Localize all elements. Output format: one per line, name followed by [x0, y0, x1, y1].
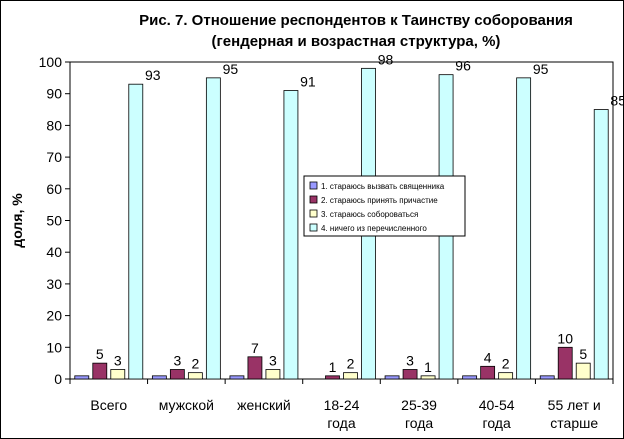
bar-series-1: [384, 375, 400, 380]
bar-series-1: [539, 375, 555, 380]
bar-series-3: [265, 369, 281, 380]
data-label: 10: [557, 330, 573, 346]
x-tick-label: женский: [237, 397, 291, 413]
y-tick-label: 80: [46, 117, 62, 133]
chart-title-line-1: Рис. 7. Отношение респондентов к Таинств…: [139, 12, 573, 29]
chart-title: Рис. 7. Отношение респондентов к Таинств…: [96, 10, 616, 52]
legend-label-1: 1. стараюсь вызвать священника: [321, 182, 445, 191]
y-tick-label: 50: [46, 213, 62, 229]
x-tick-label: 55 лет и: [548, 397, 601, 413]
data-label: 3: [406, 352, 414, 368]
y-tick-label: 0: [54, 371, 62, 387]
legend-swatch-3: [309, 209, 318, 218]
data-label: 2: [502, 356, 510, 372]
bar-series-2: [169, 369, 185, 380]
bar-series-3: [110, 369, 126, 380]
x-tick-label: года: [405, 415, 433, 431]
data-label: 2: [191, 356, 199, 372]
data-label: 93: [145, 67, 161, 83]
data-label: 2: [347, 356, 355, 372]
chart-title-line-2: (гендерная и возрастная структура, %): [211, 33, 501, 50]
data-label: 96: [455, 58, 471, 74]
bar-series-3: [420, 375, 436, 380]
bar-series-2: [480, 365, 496, 380]
data-label: 3: [173, 352, 181, 368]
bar-series-2: [402, 369, 418, 380]
data-label: 7: [251, 340, 259, 356]
bar-series-2: [247, 356, 263, 380]
data-label: 1: [424, 359, 432, 375]
data-label: 3: [114, 352, 122, 368]
legend: [303, 175, 466, 237]
bar-series-3: [575, 362, 591, 380]
legend-label-3: 3. стараюсь собороваться: [321, 210, 418, 219]
bar-series-2: [557, 346, 573, 380]
bar-series-4: [205, 77, 221, 380]
y-tick-label: 90: [46, 86, 62, 102]
data-label: 5: [96, 346, 104, 362]
x-tick-label: года: [327, 415, 355, 431]
y-tick-label: 10: [46, 339, 62, 355]
data-label: 85: [610, 93, 624, 109]
bar-series-1: [462, 375, 478, 380]
bar-series-4: [593, 109, 609, 380]
bar-series-4: [283, 90, 299, 380]
bar-series-3: [343, 372, 358, 380]
data-label: 98: [378, 51, 394, 67]
x-tick-label: 18-24: [324, 397, 360, 413]
data-label: 1: [329, 359, 337, 375]
x-tick-label: года: [483, 415, 511, 431]
x-tick-label: 25-39: [401, 397, 437, 413]
data-label: 3: [269, 352, 277, 368]
y-tick-label: 100: [39, 54, 63, 70]
bar-series-4: [516, 77, 532, 380]
y-tick-label: 40: [46, 244, 62, 260]
bar-series-4: [128, 83, 144, 380]
bar-series-3: [187, 372, 203, 380]
data-label: 91: [300, 74, 316, 90]
legend-swatch-1: [309, 181, 318, 190]
y-tick-label: 20: [46, 308, 62, 324]
legend-label-2: 2. стараюсь принять причастие: [321, 196, 438, 205]
legend-label-4: 4. ничего из перечисленного: [321, 224, 427, 233]
data-label: 95: [223, 61, 239, 77]
x-tick-label: старше: [550, 415, 598, 431]
y-tick-label: 60: [46, 181, 62, 197]
bar-series-2: [325, 375, 340, 380]
data-label: 4: [484, 349, 492, 365]
data-label: 5: [579, 346, 587, 362]
legend-swatch-4: [309, 223, 318, 232]
data-label: 95: [533, 61, 549, 77]
y-tick-label: 30: [46, 276, 62, 292]
legend-swatch-2: [309, 195, 318, 204]
y-axis-title: доля, %: [9, 193, 25, 248]
x-tick-label: мужской: [159, 397, 214, 413]
bar-series-3: [498, 372, 514, 380]
y-tick-label: 70: [46, 149, 62, 165]
x-tick-label: Всего: [90, 397, 127, 413]
bar-series-1: [229, 375, 245, 380]
bar-series-2: [92, 362, 108, 380]
bar-series-1: [74, 375, 90, 380]
x-tick-label: 40-54: [479, 397, 515, 413]
bar-series-1: [151, 375, 167, 380]
